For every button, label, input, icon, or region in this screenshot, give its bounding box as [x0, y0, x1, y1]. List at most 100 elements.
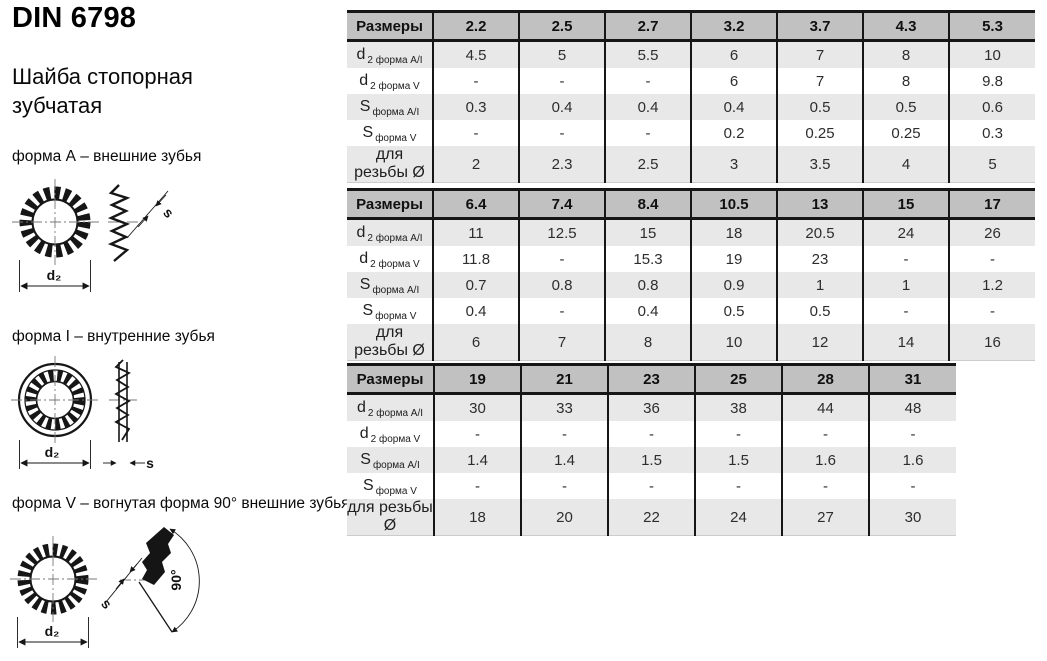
value-cell: - — [868, 473, 956, 499]
value-cell: 15.3 — [604, 246, 691, 272]
form-v-side-view: 90° s — [98, 527, 200, 633]
value-cell: 1.2 — [948, 272, 1035, 298]
value-cell: 0.4 — [518, 94, 605, 120]
value-cell: 15 — [604, 218, 691, 246]
value-cell: - — [520, 421, 608, 447]
side-view-teeth-profile — [114, 359, 131, 441]
size-column-header: 7.4 — [518, 188, 605, 220]
value-cell: 10 — [690, 324, 777, 361]
sizes-header-label: Размеры — [347, 363, 434, 395]
size-column-header: 19 — [433, 363, 521, 395]
form-a-caption: форма А – внешние зубья — [12, 148, 202, 165]
size-column-header: 31 — [868, 363, 956, 395]
row-label-main: S — [359, 276, 371, 293]
value-cell: - — [432, 120, 519, 146]
s-thickness-label: s — [98, 595, 115, 612]
value-cell: 6 — [690, 40, 777, 68]
row-label-subscript: форма A/I — [372, 460, 420, 471]
value-cell: 6 — [432, 324, 519, 361]
row-label-subscript: 2 форма V — [370, 434, 421, 445]
value-cell: 0.25 — [862, 120, 949, 146]
value-cell: 12 — [776, 324, 863, 361]
size-column-header: 8.4 — [604, 188, 691, 220]
d2-dimension-label: d₂ — [45, 444, 60, 460]
dimensions-table-small-sizes: Размеры 2.2 2.5 2.7 3.2 3.7 4.3 5.3 d 2 форма A/I… — [347, 10, 1035, 183]
value-cell: - — [862, 298, 949, 324]
value-cell: 0.3 — [948, 120, 1035, 146]
table-header-row: Размеры 2.2 2.5 2.7 3.2 3.7 4.3 5.3 — [347, 10, 1035, 42]
value-cell: - — [607, 473, 695, 499]
page-title: DIN 6798 — [12, 2, 137, 34]
value-cell: 0.4 — [604, 94, 691, 120]
value-cell: - — [781, 421, 869, 447]
row-label: для резьбы Ø — [347, 499, 434, 536]
size-column-header: 17 — [948, 188, 1035, 220]
row-label-main: S — [362, 124, 374, 141]
value-cell: - — [948, 298, 1035, 324]
side-view-teeth-profile — [107, 184, 131, 262]
value-cell: 0.8 — [604, 272, 691, 298]
value-cell: 2.5 — [604, 146, 691, 183]
row-label-main: d — [359, 72, 369, 89]
table-header-row: Размеры 6.4 7.4 8.4 10.5 13 15 17 — [347, 188, 1035, 220]
value-cell: 1.6 — [868, 447, 956, 473]
value-cell: - — [518, 298, 605, 324]
table-row: для резьбы Ø 6 7 8 10 12 14 16 — [347, 324, 1035, 361]
value-cell: - — [607, 421, 695, 447]
value-cell: 1.4 — [433, 447, 521, 473]
value-cell: 16 — [948, 324, 1035, 361]
value-cell: 0.9 — [690, 272, 777, 298]
row-label-main: S — [363, 477, 374, 494]
size-column-header: 3.7 — [776, 10, 863, 42]
size-column-header: 5.3 — [948, 10, 1035, 42]
value-cell: 3.5 — [776, 146, 863, 183]
size-column-header: 28 — [781, 363, 869, 395]
row-label: для резьбы Ø — [347, 146, 433, 183]
row-label: для резьбы Ø — [347, 324, 433, 361]
dimensions-table-medium-sizes: Размеры 6.4 7.4 8.4 10.5 13 15 17 d 2 форма A/I 11… — [347, 188, 1035, 361]
value-cell: - — [432, 68, 519, 94]
value-cell: 1.6 — [781, 447, 869, 473]
row-label-main: d — [359, 425, 369, 442]
form-i-front-view: d₂ — [11, 356, 99, 469]
row-label-subscript: форма A/I — [372, 107, 420, 118]
s-arrow — [129, 563, 138, 573]
value-cell: 14 — [862, 324, 949, 361]
value-cell: 44 — [781, 393, 869, 421]
row-label-subscript: 2 форма A/I — [367, 233, 423, 244]
row-label-main: для резьбы Ø — [347, 499, 433, 534]
product-name: Шайба стопорная зубчатая — [12, 64, 193, 118]
value-cell: - — [862, 246, 949, 272]
value-cell: 10 — [948, 40, 1035, 68]
value-cell: - — [694, 473, 782, 499]
value-cell: 1 — [776, 272, 863, 298]
form-a-front-view: d₂ — [12, 179, 99, 292]
value-cell: 8 — [604, 324, 691, 361]
form-v-front-view: d₂ — [10, 536, 97, 648]
value-cell: 0.4 — [690, 94, 777, 120]
value-cell: 27 — [781, 499, 869, 536]
row-label-main: d — [356, 399, 366, 416]
value-cell: 11 — [432, 218, 519, 246]
s-arrow — [137, 215, 149, 228]
value-cell: - — [518, 68, 605, 94]
row-label-subscript: 2 форма V — [370, 81, 420, 92]
row-label-subscript: форма V — [375, 133, 417, 144]
row-label-subscript: форма V — [375, 311, 417, 322]
size-column-header: 2.2 — [432, 10, 519, 42]
form-i-technical-drawing: d₂ s — [11, 356, 154, 471]
size-column-header: 4.3 — [862, 10, 949, 42]
form-i-side-view: s — [103, 359, 154, 471]
size-column-header: 10.5 — [690, 188, 777, 220]
